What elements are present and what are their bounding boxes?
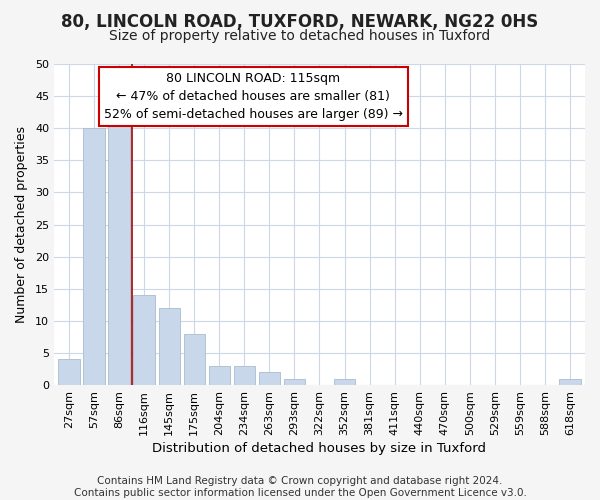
Text: Contains HM Land Registry data © Crown copyright and database right 2024.
Contai: Contains HM Land Registry data © Crown c… [74,476,526,498]
Bar [259,372,280,385]
X-axis label: Distribution of detached houses by size in Tuxford: Distribution of detached houses by size … [152,442,487,455]
Y-axis label: Number of detached properties: Number of detached properties [15,126,28,323]
Text: 80 LINCOLN ROAD: 115sqm
← 47% of detached houses are smaller (81)
52% of semi-de: 80 LINCOLN ROAD: 115sqm ← 47% of detache… [104,72,403,121]
Bar [209,366,230,385]
Bar [184,334,205,385]
Bar [559,379,581,385]
Bar [334,379,355,385]
Bar [158,308,180,385]
Bar [58,360,80,385]
Bar [109,116,130,385]
Bar [233,366,255,385]
Bar [83,128,104,385]
Text: Size of property relative to detached houses in Tuxford: Size of property relative to detached ho… [109,29,491,43]
Bar [284,379,305,385]
Text: 80, LINCOLN ROAD, TUXFORD, NEWARK, NG22 0HS: 80, LINCOLN ROAD, TUXFORD, NEWARK, NG22 … [61,12,539,30]
Bar [133,296,155,385]
